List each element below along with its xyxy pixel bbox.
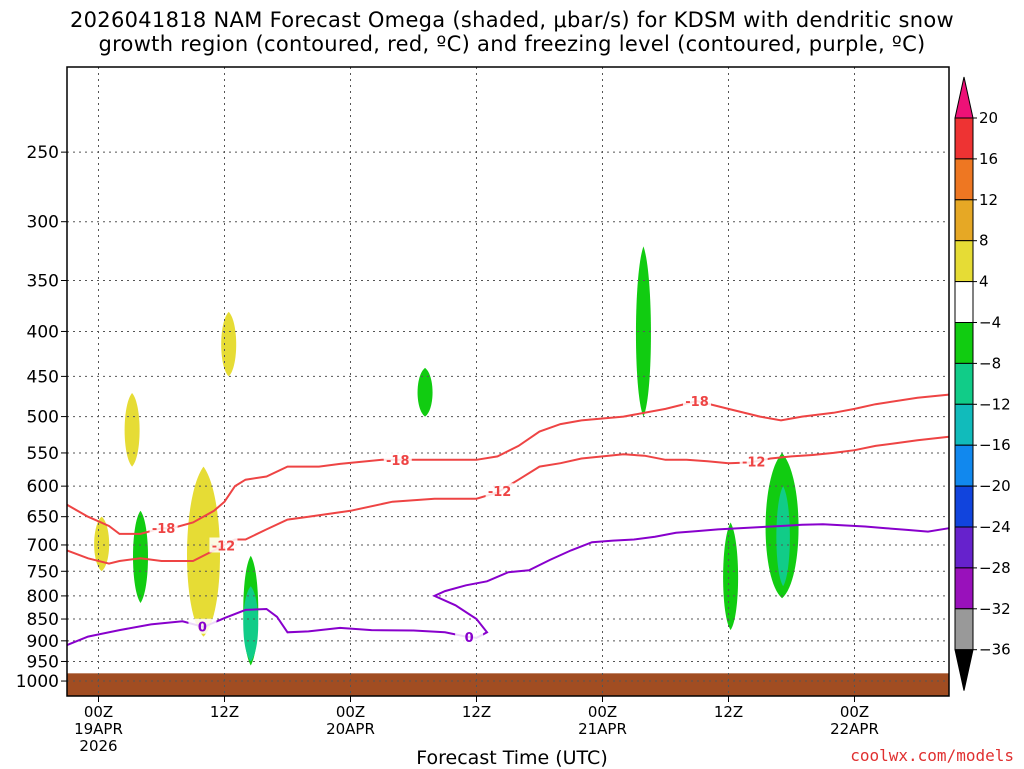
colorbar-swatch-12 <box>954 567 974 610</box>
x-date-label-0: 19APR <box>74 720 123 738</box>
x-year-label-0: 2026 <box>79 737 117 755</box>
title-line-2: growth region (contoured, red, ºC) and f… <box>98 32 926 56</box>
contour-label-minus12-b-bg <box>485 483 514 499</box>
omega-region-green-a <box>133 510 148 603</box>
colorbar-arrow-bottom <box>954 649 974 691</box>
y-tick-label-600: 600 <box>27 477 59 497</box>
x-tick-label-24: 00Z <box>336 703 365 721</box>
contour-layer: -18 -18 -18 -12 -12 -12 0 0 <box>66 393 950 647</box>
x-date-label-24: 20APR <box>326 720 375 738</box>
x-tick-label-0: 00Z <box>84 703 113 721</box>
colorbar-label-0: 20 <box>979 109 998 127</box>
omega-shading-layer <box>94 246 799 666</box>
colorbar-swatch-10 <box>954 485 974 528</box>
colorbar-swatch-3 <box>954 199 974 242</box>
omega-region-yellow-4-8-b <box>124 392 140 467</box>
colorbar-swatch-7 <box>954 362 974 405</box>
contour-label-zero-a: 0 <box>198 621 207 636</box>
colorbar-label-6: −8 <box>979 354 1001 372</box>
y-tick-label-1000: 1000 <box>16 672 59 692</box>
contour-label-minus18-b-bg <box>383 451 412 467</box>
x-date-label-72: 22APR <box>830 720 879 738</box>
colorbar-swatch-13 <box>954 608 974 651</box>
colorbar: 20 16 12 8 4 −4 −8 −12 −16 −20 −24 −28 −32 −36 <box>954 76 1011 691</box>
omega-region-yellow-4-8-a <box>94 516 110 572</box>
y-tick-label-400: 400 <box>27 322 59 342</box>
contour-label-zero-b-bg <box>455 628 484 644</box>
y-tick-label-900: 900 <box>27 632 59 652</box>
contour-freezing_level <box>66 523 950 647</box>
colorbar-label-11: −28 <box>979 559 1011 577</box>
x-axis-label: Forecast Time (UTC) <box>416 747 608 769</box>
colorbar-swatch-4 <box>954 240 974 283</box>
contour-label-minus18-a: -18 <box>152 522 176 537</box>
x-tick-label-36: 12Z <box>462 703 491 721</box>
colorbar-label-4: 4 <box>979 273 989 291</box>
contour-label-minus12-a-bg <box>209 537 238 553</box>
plot-frame <box>66 66 950 697</box>
contour-label-minus12-b: -12 <box>488 485 512 500</box>
colorbar-arrow-top <box>954 76 974 119</box>
title-line-1: 2026041818 NAM Forecast Omega (shaded, μ… <box>69 8 955 32</box>
y-tick-label-850: 850 <box>27 610 59 630</box>
contour-dgz_minus18 <box>66 435 950 565</box>
colorbar-label-10: −24 <box>979 518 1011 536</box>
y-tick-label-650: 650 <box>27 508 59 528</box>
colorbar-swatch-9 <box>954 444 974 487</box>
contour-label-minus12-a: -12 <box>212 540 236 555</box>
y-tick-label-500: 500 <box>27 408 59 428</box>
colorbar-swatch-5 <box>954 281 974 324</box>
contour-label-minus18-c-bg <box>683 393 711 409</box>
colorbar-swatch-1 <box>954 117 974 160</box>
y-tick-label-250: 250 <box>27 143 59 163</box>
y-tick-label-300: 300 <box>27 213 59 233</box>
omega-region-teal-b <box>776 486 790 587</box>
colorbar-label-7: −12 <box>979 395 1011 413</box>
terrain-layer <box>67 673 949 696</box>
colorbar-label-9: −20 <box>979 477 1011 495</box>
y-tick-label-450: 450 <box>27 367 59 387</box>
y-tick-label-550: 550 <box>27 444 59 464</box>
pressure-axis: 2503003504004505005506006507007508008509… <box>16 143 67 692</box>
colorbar-label-1: 16 <box>979 150 998 168</box>
omega-region-yellow-4-8-c <box>221 311 237 377</box>
colorbar-label-3: 8 <box>979 232 989 250</box>
colorbar-label-8: −16 <box>979 436 1011 454</box>
x-tick-label-48: 00Z <box>588 703 617 721</box>
omega-region-green-e <box>723 522 739 631</box>
y-tick-label-800: 800 <box>27 587 59 607</box>
contour-label-minus12-c: -12 <box>742 456 766 471</box>
x-tick-label-60: 12Z <box>714 703 743 721</box>
contour-label-minus18-c: -18 <box>685 395 709 410</box>
colorbar-label-2: 12 <box>979 191 998 209</box>
terrain-band <box>67 673 949 696</box>
colorbar-label-5: −4 <box>979 314 1001 332</box>
x-date-label-48: 21APR <box>578 720 627 738</box>
x-tick-label-72: 00Z <box>840 703 869 721</box>
omega-region-teal-a <box>243 586 259 662</box>
contour-label-minus18-b: -18 <box>386 454 410 469</box>
colorbar-swatch-8 <box>954 403 974 446</box>
colorbar-label-13: −36 <box>979 641 1011 659</box>
y-tick-label-950: 950 <box>27 652 59 672</box>
y-tick-label-700: 700 <box>27 536 59 556</box>
credit-link[interactable]: coolwx.com/models <box>850 746 1014 765</box>
contour-label-minus18-a-bg <box>149 520 178 536</box>
y-tick-label-350: 350 <box>27 272 59 292</box>
colorbar-swatch-6 <box>954 322 974 364</box>
contour-label-minus12-c-bg <box>739 453 768 469</box>
omega-region-yellow-4-8-d <box>187 466 220 637</box>
omega-region-green-c <box>417 367 433 417</box>
colorbar-swatch-2 <box>954 158 974 201</box>
colorbar-label-12: −32 <box>979 600 1011 618</box>
x-tick-label-12: 12Z <box>210 703 239 721</box>
colorbar-swatch-11 <box>954 526 974 569</box>
chart-title: 2026041818 NAM Forecast Omega (shaded, μ… <box>0 8 1024 56</box>
y-tick-label-750: 750 <box>27 562 59 582</box>
contour-label-zero-b: 0 <box>465 631 474 646</box>
contour-label-zero-a-bg <box>188 618 217 634</box>
